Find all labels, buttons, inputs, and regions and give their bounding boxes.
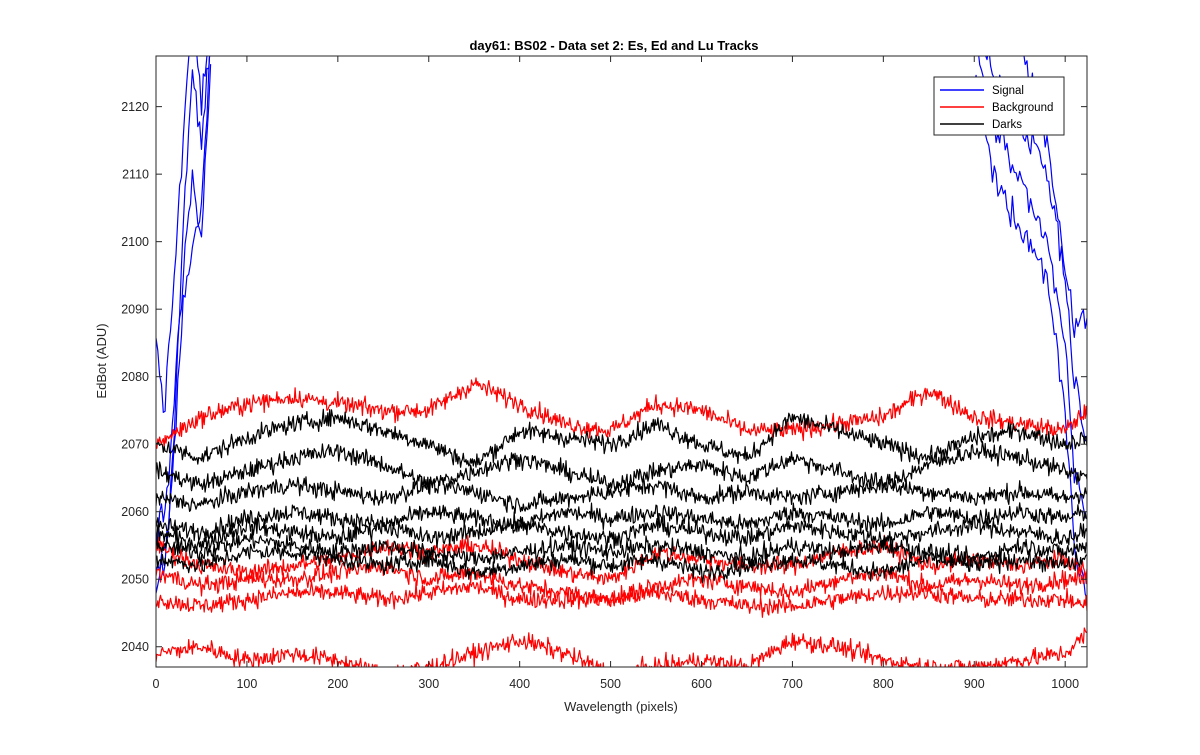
- y-tick-label: 2080: [121, 370, 149, 384]
- darks-series-line-13: [156, 502, 1087, 542]
- y-tick-label: 2050: [121, 573, 149, 587]
- signal-series-line-1: [156, 56, 1087, 600]
- darks-series-line-11: [156, 441, 1087, 497]
- x-tick-label: 800: [873, 677, 894, 691]
- x-axis-label: Wavelength (pixels): [564, 699, 678, 714]
- axes-box: [155, 55, 1088, 668]
- x-tick-label: 900: [964, 677, 985, 691]
- x-tick-label: 600: [691, 677, 712, 691]
- background-series-line-6: [156, 534, 1087, 586]
- y-tick-label: 2100: [121, 235, 149, 249]
- legend: Signal Background Darks: [933, 76, 1065, 136]
- x-tick-label: 0: [153, 677, 160, 691]
- x-tick-label: 400: [509, 677, 530, 691]
- legend-label-signal: Signal: [992, 85, 1024, 97]
- legend-box: [933, 76, 1065, 136]
- y-tick-label: 2070: [121, 438, 149, 452]
- background-series-line-5: [156, 377, 1087, 449]
- y-axis-label: EdBot (ADU): [94, 323, 109, 398]
- darks-series-line-15: [156, 543, 1087, 584]
- darks-series-line-12: [156, 475, 1087, 514]
- legend-label-darks: Darks: [992, 119, 1022, 131]
- background-series-line-9: [156, 627, 1087, 667]
- legend-label-background: Background: [992, 102, 1053, 114]
- y-tick-label: 2060: [121, 505, 149, 519]
- x-tick-label: 200: [327, 677, 348, 691]
- x-tick-label: 1000: [1051, 677, 1079, 691]
- darks-series-line-10: [156, 408, 1087, 468]
- x-tick-label: 700: [782, 677, 803, 691]
- y-axis: 2040 2050 2060 2070 2080 2090 2100 2110 2120: [121, 100, 1087, 654]
- x-axis: 0 100 200 300 400 500 600 700 800 900 1000: [153, 56, 1079, 691]
- darks-series-line-14: [156, 528, 1087, 569]
- plot-area: [156, 56, 1087, 667]
- darks-series-line-16: [156, 512, 1087, 553]
- y-tick-label: 2090: [121, 303, 149, 317]
- x-tick-label: 300: [418, 677, 439, 691]
- y-tick-label: 2120: [121, 100, 149, 114]
- x-tick-label: 100: [236, 677, 257, 691]
- chart-title: day61: BS02 - Data set 2: Es, Ed and Lu …: [469, 38, 758, 53]
- y-tick-label: 2040: [121, 640, 149, 654]
- background-series-line-7: [156, 559, 1087, 608]
- y-tick-label: 2110: [122, 168, 149, 182]
- x-tick-label: 500: [600, 677, 621, 691]
- background-series-line-8: [156, 578, 1087, 618]
